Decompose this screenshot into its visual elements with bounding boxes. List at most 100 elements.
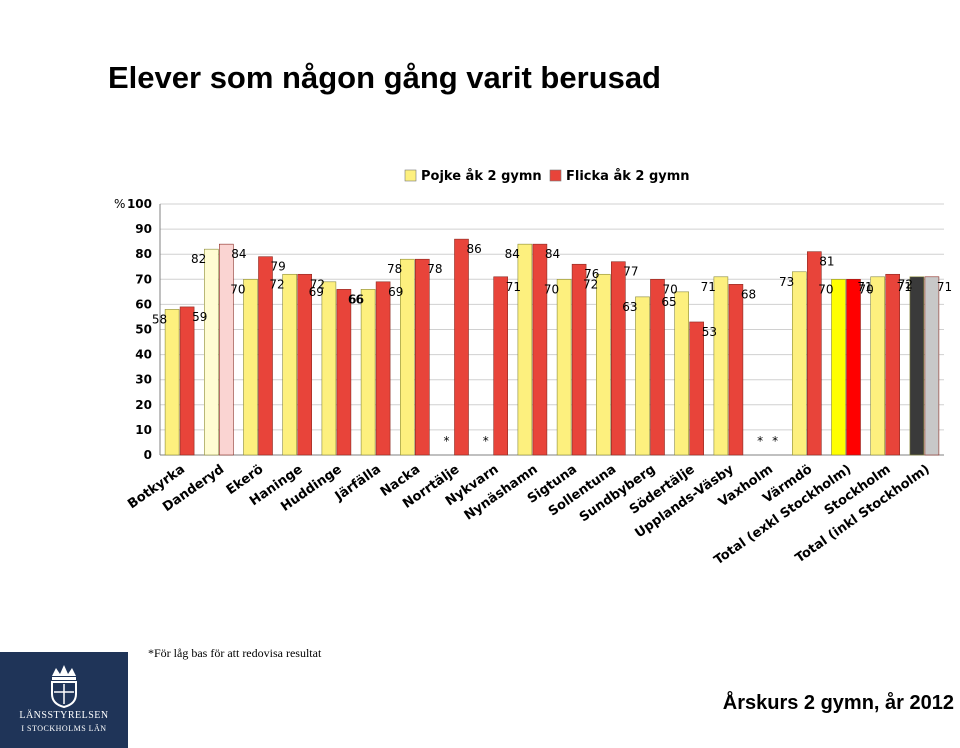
- y-tick-label: 80: [135, 247, 152, 261]
- bar-flicka: [414, 258, 430, 456]
- category-labels: BotkyrkaDanderydEkeröHaningeHuddingeJärf…: [125, 462, 932, 569]
- data-label: *: [483, 434, 489, 448]
- bar-flicka: [924, 276, 940, 456]
- bar-pojke: [635, 296, 650, 456]
- bar-flicka: [179, 306, 195, 456]
- bar-pojke: [909, 276, 925, 456]
- bar-pojke: [595, 273, 611, 456]
- bar-flicka: [219, 243, 234, 456]
- bar-pojke: [674, 291, 690, 456]
- legend-swatch: [404, 169, 417, 182]
- data-label: 72: [583, 277, 598, 291]
- data-label: *: [757, 434, 763, 448]
- data-label: 86: [467, 242, 482, 256]
- y-tick-label: 100: [127, 197, 152, 211]
- y-tick-label: 60: [135, 297, 152, 311]
- y-tick-label: 30: [135, 373, 152, 387]
- bar-pojke: [517, 243, 533, 456]
- bar-flicka: [885, 273, 901, 456]
- data-label: 71: [937, 280, 952, 294]
- data-label: 69: [388, 285, 403, 299]
- bar-pojke: [164, 309, 180, 456]
- data-label: *: [444, 434, 450, 448]
- data-label: 70: [663, 282, 678, 296]
- bar-flicka: [297, 273, 313, 456]
- bar-pojke: [713, 276, 729, 456]
- data-label: 66: [349, 292, 364, 306]
- data-label: 70: [859, 282, 874, 296]
- data-label: 81: [819, 255, 834, 269]
- bar-pojke: [204, 248, 219, 456]
- data-label: 70: [230, 282, 245, 296]
- data-label: 79: [271, 260, 286, 274]
- bar-pojke: [321, 281, 337, 456]
- footnote: *För låg bas för att redovisa resultat: [148, 646, 322, 660]
- bar-flicka: [336, 289, 352, 456]
- data-label: 71: [701, 280, 716, 294]
- crown-crest-icon: [51, 665, 77, 708]
- data-label: 71: [897, 280, 912, 294]
- lansstyrelsen-logo: LÄNSSTYRELSEN I STOCKHOLMS LÄN: [0, 652, 128, 748]
- logo-text-line2: I STOCKHOLMS LÄN: [21, 724, 107, 733]
- footer-caption: Årskurs 2 gymn, år 2012: [722, 692, 954, 714]
- bar-flicka: [258, 256, 273, 456]
- bar-pojke: [399, 258, 415, 456]
- bar-pojke: [556, 278, 572, 456]
- data-label: 65: [661, 295, 676, 309]
- data-label: 76: [584, 267, 599, 281]
- bar-flicka: [650, 278, 665, 456]
- y-tick-label: 90: [135, 222, 152, 236]
- legend-label: Flicka åk 2 gymn: [566, 169, 690, 184]
- bar-flicka: [728, 284, 744, 456]
- data-label: 72: [310, 277, 325, 291]
- data-label: 84: [505, 247, 520, 261]
- chart-title: Elever som någon gång varit berusad: [108, 60, 661, 95]
- data-label: 68: [741, 287, 756, 301]
- data-label: *: [772, 434, 778, 448]
- bar-pojke: [282, 273, 298, 456]
- data-label: 59: [192, 310, 207, 324]
- gridlines: [160, 203, 944, 456]
- data-label: 69: [309, 285, 324, 299]
- y-tick-label: 70: [135, 272, 152, 286]
- data-label: 72: [898, 277, 913, 291]
- bar-pojke: [791, 271, 807, 456]
- data-label: 71: [857, 280, 872, 294]
- bar-flicka: [806, 251, 822, 456]
- bar-flicka: [846, 278, 861, 456]
- bar-flicka: [689, 321, 705, 456]
- bar-pojke: [360, 289, 376, 456]
- bar-pojke: [243, 278, 258, 456]
- bar-flicka: [375, 281, 391, 456]
- y-axis-unit-label: %: [114, 197, 125, 211]
- data-label: 63: [622, 300, 637, 314]
- data-label: 84: [231, 247, 246, 261]
- logo-text-line1: LÄNSSTYRELSEN: [19, 710, 109, 721]
- data-label: 72: [269, 277, 284, 291]
- legend-label: Pojke åk 2 gymn: [421, 169, 542, 184]
- y-tick-label: 10: [135, 423, 152, 437]
- bar-flicka: [493, 276, 509, 456]
- data-label: 71: [506, 280, 521, 294]
- bar-flicka: [571, 263, 587, 456]
- data-label: 78: [427, 262, 442, 276]
- bar-flicka: [532, 243, 548, 456]
- data-label: 82: [191, 252, 206, 266]
- bar-flicka: [454, 238, 469, 456]
- bar-pojke: [831, 278, 846, 456]
- data-label: 78: [387, 262, 402, 276]
- data-label: 53: [702, 325, 717, 339]
- y-tick-label: 40: [135, 348, 152, 362]
- y-tick-label: 0: [144, 448, 152, 462]
- data-label: 84: [545, 247, 560, 261]
- y-tick-label: 20: [135, 398, 152, 412]
- legend-swatch: [549, 169, 562, 182]
- data-label: 58: [152, 312, 167, 326]
- data-label: 66: [348, 292, 363, 306]
- bars: [164, 238, 940, 456]
- data-label: 77: [623, 265, 638, 279]
- bar-flicka: [610, 261, 626, 456]
- data-label: 73: [779, 275, 794, 289]
